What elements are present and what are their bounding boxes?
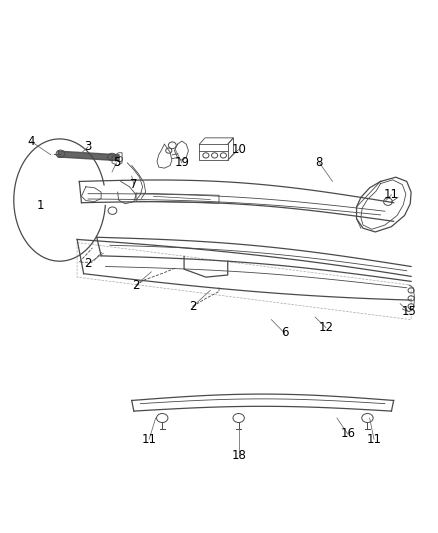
Text: 19: 19: [174, 156, 189, 169]
Text: 5: 5: [113, 156, 120, 169]
Text: 15: 15: [402, 305, 417, 318]
Text: 3: 3: [85, 140, 92, 154]
Text: 1: 1: [36, 199, 44, 212]
Text: 11: 11: [367, 433, 381, 446]
Text: 2: 2: [132, 279, 140, 292]
Text: 8: 8: [316, 156, 323, 169]
Text: 10: 10: [231, 143, 246, 156]
Text: 4: 4: [28, 135, 35, 148]
Text: 6: 6: [281, 326, 288, 340]
Text: 7: 7: [130, 177, 138, 191]
Text: 11: 11: [384, 188, 399, 201]
Text: 2: 2: [189, 300, 197, 313]
Text: 2: 2: [84, 257, 92, 270]
Text: 12: 12: [318, 321, 333, 334]
Text: 11: 11: [141, 433, 157, 446]
Text: 16: 16: [340, 427, 355, 440]
Text: 18: 18: [231, 449, 246, 462]
